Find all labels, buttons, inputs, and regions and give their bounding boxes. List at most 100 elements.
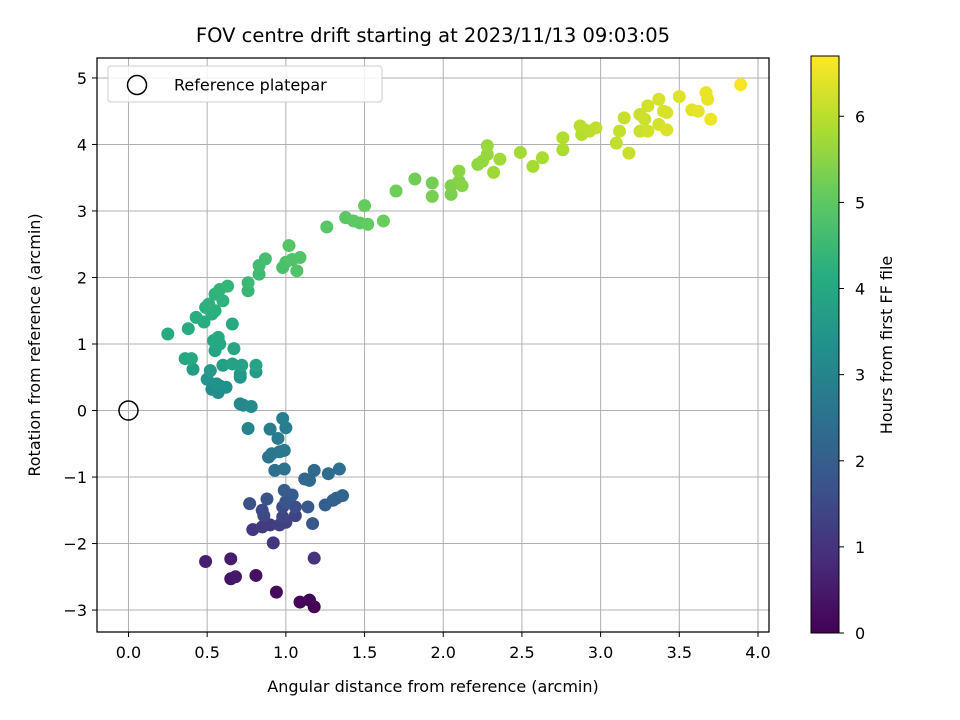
data-point [487, 165, 501, 179]
data-point [691, 104, 705, 118]
x-tick-label: 3.0 [588, 643, 613, 662]
y-axis-ticks: −3 −2 −1 0 1 2 3 4 5 [63, 69, 97, 620]
y-tick-label: 3 [77, 202, 87, 221]
data-point [307, 551, 321, 565]
data-point [161, 327, 175, 341]
y-tick-label: 2 [77, 268, 87, 287]
data-point [480, 139, 494, 153]
colorbar-tick-label: 0 [855, 624, 865, 643]
colorbar-label: Hours from first FF file [877, 256, 896, 435]
data-point [277, 462, 291, 476]
data-points [161, 78, 748, 614]
data-point [203, 364, 217, 378]
data-point [425, 189, 439, 203]
legend-label: Reference platepar [174, 76, 327, 95]
legend: Reference platepar [107, 65, 383, 103]
data-point [293, 595, 307, 609]
data-point [617, 111, 631, 125]
data-point [660, 123, 674, 137]
data-point [181, 322, 195, 336]
y-tick-label: −2 [63, 535, 87, 554]
x-tick-label: 3.5 [667, 643, 692, 662]
colorbar-tick-label: 4 [855, 280, 865, 299]
colorbar-tick-label: 1 [855, 538, 865, 557]
data-point [672, 90, 686, 104]
data-point [701, 92, 715, 106]
data-point [227, 342, 241, 356]
data-point [184, 352, 198, 366]
data-point [293, 251, 307, 265]
data-point [660, 106, 674, 120]
data-point [276, 411, 290, 425]
colorbar-tick-label: 3 [855, 366, 865, 385]
data-point [211, 330, 225, 344]
y-tick-label: 0 [77, 402, 87, 421]
data-point [276, 510, 290, 524]
data-point [493, 152, 507, 166]
colorbar-tick-label: 5 [855, 193, 865, 212]
data-point [641, 124, 655, 138]
data-point [376, 214, 390, 228]
data-point [389, 184, 403, 198]
data-point [361, 217, 375, 231]
x-tick-label: 1.0 [273, 643, 298, 662]
data-point [243, 497, 257, 511]
reference-platepar-marker [118, 400, 139, 421]
legend-reference-marker [126, 74, 148, 96]
data-point [622, 146, 636, 160]
data-point [241, 421, 255, 435]
y-tick-label: 1 [77, 335, 87, 354]
data-point [249, 568, 263, 582]
data-point [241, 276, 255, 290]
y-tick-label: −1 [63, 468, 87, 487]
x-axis-ticks: 0.0 0.5 1.0 1.5 2.0 2.5 3.0 3.5 4.0 [116, 632, 771, 662]
data-point [290, 264, 304, 278]
x-tick-label: 0.0 [116, 643, 141, 662]
data-point [589, 121, 603, 135]
data-point [288, 500, 302, 514]
data-point [221, 279, 235, 293]
x-tick-label: 1.5 [352, 643, 377, 662]
data-point [358, 199, 372, 213]
data-point [301, 500, 315, 514]
data-point [321, 467, 335, 481]
data-point [455, 179, 469, 193]
data-point [452, 164, 466, 178]
data-point [277, 443, 291, 457]
data-point [556, 143, 570, 157]
data-point [282, 239, 296, 253]
y-tick-label: 4 [77, 135, 87, 154]
data-point [535, 151, 549, 165]
x-tick-label: 2.5 [509, 643, 534, 662]
data-point [556, 131, 570, 145]
data-point [612, 124, 626, 138]
x-tick-label: 4.0 [745, 643, 770, 662]
colorbar-gradient [810, 55, 840, 634]
chart-title: FOV centre drift starting at 2023/11/13 … [196, 24, 670, 47]
colorbar: 0 1 2 3 4 5 6 Hours from first FF file [810, 55, 896, 643]
data-point [199, 554, 213, 568]
data-point [332, 462, 346, 476]
data-point [704, 112, 718, 126]
y-axis-label: Rotation from reference (arcmin) [25, 213, 44, 476]
colorbar-tick-label: 2 [855, 452, 865, 471]
legend-box [107, 65, 383, 103]
data-point [408, 172, 422, 186]
data-point [609, 136, 623, 150]
plot-frame [96, 57, 770, 633]
data-point [189, 310, 203, 324]
data-point [302, 473, 316, 487]
y-tick-label: −3 [63, 601, 87, 620]
data-point [271, 431, 285, 445]
data-point [526, 159, 540, 173]
data-point [228, 570, 242, 584]
y-tick-label: 5 [77, 69, 87, 88]
x-axis-label: Angular distance from reference (arcmin) [267, 677, 598, 696]
data-point [255, 503, 269, 517]
colorbar-tick-label: 6 [855, 107, 865, 126]
data-point [269, 585, 283, 599]
data-point [513, 145, 527, 159]
data-point [425, 176, 439, 190]
data-point [306, 517, 320, 531]
